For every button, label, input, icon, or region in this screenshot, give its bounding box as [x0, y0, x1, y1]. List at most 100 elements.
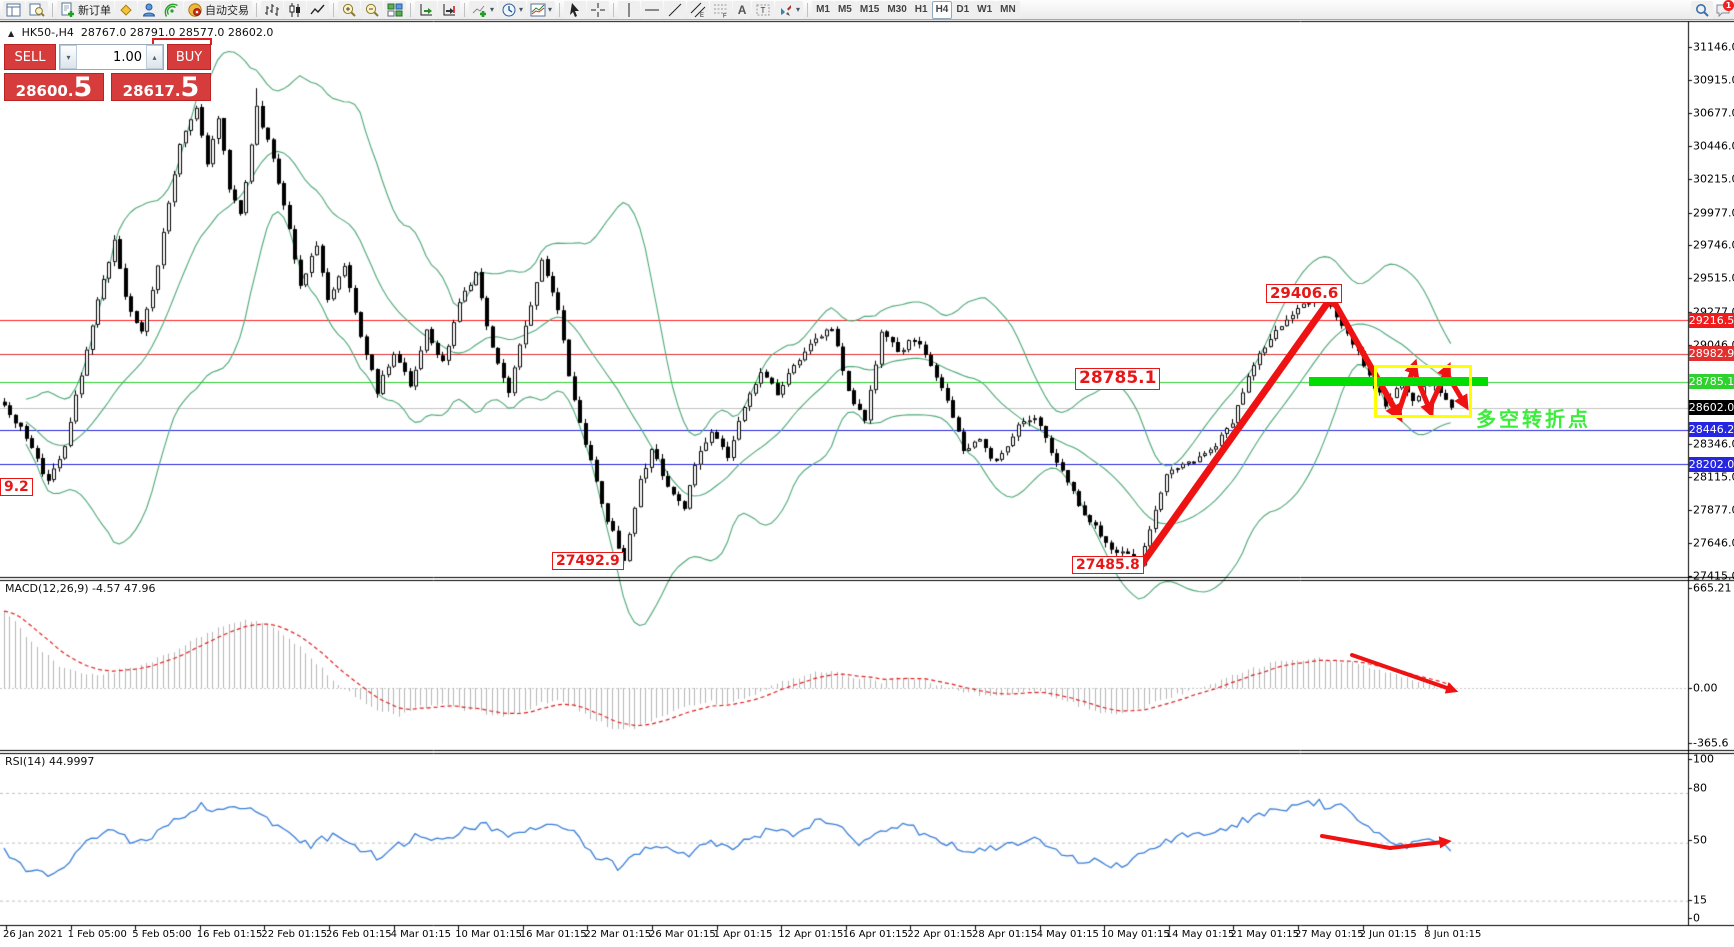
auto-scroll-button[interactable] — [415, 0, 437, 19]
buy-price[interactable]: 28617. 5 — [111, 73, 211, 101]
time-tick-label: 5 Feb 05:00 — [132, 929, 192, 940]
time-tick-label: 26 Jan 2021 — [3, 929, 63, 940]
toolbar-separator — [613, 2, 615, 17]
rsi-label: RSI(14) 44.9997 — [5, 755, 95, 768]
autotrade-icon — [188, 2, 202, 17]
price-tick-label: 29515.0 — [1693, 271, 1734, 285]
timeframe-button-M30[interactable]: M30 — [883, 0, 911, 19]
chart-shift-icon — [443, 3, 455, 15]
fibonacci-button[interactable]: F — [710, 0, 733, 19]
window-collapse-icon: ▲ — [8, 29, 15, 38]
crosshair-button[interactable] — [587, 0, 610, 19]
rsi-tick-label: 80 — [1693, 781, 1707, 795]
line-chart-button[interactable] — [307, 0, 329, 19]
price-tick-label: 29746.0 — [1693, 238, 1734, 252]
clock-icon — [502, 3, 516, 16]
tile-windows-button[interactable] — [384, 0, 406, 19]
time-tick-label: 10 Mar 01:15 — [455, 929, 522, 940]
trendline-icon — [668, 3, 682, 16]
tile-windows-icon — [387, 3, 403, 16]
macd-tick-label: 665.21 — [1693, 581, 1732, 595]
find-symbol-button[interactable] — [26, 0, 48, 19]
zoom-out-button[interactable] — [361, 0, 383, 19]
toolbar-separator — [410, 2, 411, 17]
search-button[interactable] — [1691, 0, 1713, 19]
text-tool-icon: A — [737, 2, 747, 17]
vertical-line-button[interactable] — [618, 0, 641, 19]
zoom-in-icon — [342, 3, 356, 17]
bar-chart-button[interactable] — [261, 0, 283, 19]
time-tick-label: 26 Feb 01:15 — [326, 929, 392, 940]
price-tick-label: 31146.0 — [1693, 40, 1734, 54]
timeframe-button-MN[interactable]: MN — [996, 0, 1020, 19]
toolbar-right-group: 1 — [1691, 0, 1734, 19]
caret-down-icon: ▾ — [548, 5, 553, 14]
timeframe-button-M1[interactable]: M1 — [812, 0, 834, 19]
caret-down-icon: ▾ — [796, 5, 801, 14]
community-button[interactable] — [138, 0, 160, 19]
channel-icon: E — [690, 2, 706, 18]
buy-button[interactable]: BUY — [167, 44, 211, 70]
rsi-tick-label: 0 — [1693, 911, 1700, 925]
market-watch-button[interactable] — [3, 0, 25, 19]
label-tool-button[interactable]: T — [752, 0, 775, 19]
time-tick-label: 2 Jun 01:15 — [1359, 929, 1417, 940]
periods-button[interactable]: ▾ — [498, 0, 527, 19]
templates-button[interactable]: ▾ — [527, 0, 556, 19]
market-watch-icon — [6, 3, 21, 16]
timeframe-button-H1[interactable]: H1 — [910, 0, 932, 19]
metaeditor-button[interactable] — [115, 0, 137, 19]
timeframe-button-M15[interactable]: M15 — [855, 0, 884, 19]
line-chart-icon — [310, 4, 325, 14]
cn-note-label[interactable]: 多空转折点 — [1476, 407, 1591, 431]
time-tick-label: 21 May 01:15 — [1230, 929, 1299, 940]
notification-count-badge: 1 — [1723, 0, 1734, 11]
yellow-consolidation-box[interactable] — [1374, 365, 1472, 418]
arrows-tool-button[interactable]: ▾ — [775, 0, 804, 19]
sell-button[interactable]: SELL — [4, 44, 56, 70]
cursor-button[interactable] — [564, 0, 587, 19]
autotrade-button[interactable]: 自动交易 — [184, 0, 252, 19]
zoom-in-button[interactable] — [338, 0, 360, 19]
price-annotation[interactable]: 27485.8 — [1072, 556, 1144, 575]
volume-increase-button[interactable]: ▴ — [146, 45, 163, 69]
text-tool-button[interactable]: A — [733, 0, 752, 19]
time-tick-label: 16 Feb 01:15 — [196, 929, 263, 940]
timeframe-button-D1[interactable]: D1 — [952, 0, 974, 19]
price-annotation[interactable]: 28785.1 — [1075, 368, 1161, 390]
price-annotation[interactable]: 27492.9 — [552, 552, 624, 571]
timeframe-button-W1[interactable]: W1 — [973, 0, 997, 19]
autotrade-label: 自动交易 — [205, 4, 249, 17]
time-tick-label: 28 Apr 01:15 — [972, 929, 1038, 940]
volume-field: ▾ ▴ — [59, 44, 164, 70]
price-tick-label: 27646.0 — [1693, 536, 1734, 550]
timeframe-button-H4[interactable]: H4 — [931, 0, 953, 19]
svg-text:E: E — [700, 13, 704, 18]
macd-tick-label: -365.6 — [1693, 736, 1729, 750]
timeframe-button-M5[interactable]: M5 — [833, 0, 856, 19]
sell-price[interactable]: 28600. 5 — [4, 73, 104, 101]
price-tick-label: 28346.0 — [1693, 437, 1734, 451]
candle-chart-button[interactable] — [284, 0, 306, 19]
price-tick-label: 27877.0 — [1693, 503, 1734, 517]
new-order-button[interactable]: 新订单 — [57, 0, 114, 19]
channel-button[interactable]: E — [687, 0, 710, 19]
price-annotation[interactable]: 29406.6 — [1266, 284, 1343, 304]
volume-input[interactable] — [77, 45, 146, 69]
indicators-button[interactable]: ▾ — [469, 0, 498, 19]
sell-price-big-digit: 5 — [73, 71, 93, 103]
new-order-icon — [61, 2, 74, 17]
signals-button[interactable] — [161, 0, 183, 19]
time-tick-label: 14 May 01:15 — [1165, 929, 1235, 940]
horizontal-line-button[interactable] — [641, 0, 664, 19]
ohlc-values: 28767.0 28791.0 28577.0 28602.0 — [80, 26, 274, 39]
toolbar-separator — [333, 2, 334, 17]
price-badge: 28202.0 — [1688, 456, 1734, 472]
chart-shift-button[interactable] — [438, 0, 460, 19]
volume-decrease-button[interactable]: ▾ — [60, 45, 77, 69]
notifications-button[interactable]: 1 — [1715, 0, 1734, 18]
price-annotation[interactable]: 9.2 — [0, 478, 33, 497]
trendline-button[interactable] — [664, 0, 687, 19]
